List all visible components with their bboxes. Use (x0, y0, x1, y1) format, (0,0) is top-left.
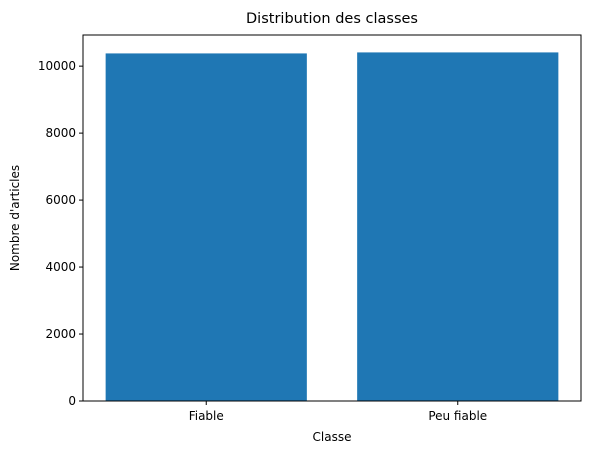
bars-layer (105, 52, 559, 401)
y-tick-label: 2000 (45, 327, 76, 341)
y-tick-label: 10000 (38, 59, 76, 73)
bar-fiable (105, 53, 307, 401)
y-tick-label: 0 (68, 394, 76, 408)
chart-title: Distribution des classes (246, 11, 418, 27)
x-axis-ticks: Fiable Peu fiable (189, 401, 487, 423)
bar-peu-fiable (357, 52, 559, 401)
y-axis-label: Nombre d'articles (8, 165, 22, 271)
y-tick-label: 8000 (45, 126, 76, 140)
x-axis-label: Classe (313, 430, 352, 444)
y-axis-ticks: 0 2000 4000 6000 8000 10000 (38, 59, 83, 408)
y-tick-label: 6000 (45, 193, 76, 207)
x-tick-label-fiable: Fiable (189, 409, 224, 423)
y-tick-label: 4000 (45, 260, 76, 274)
plot-area-frame (82, 34, 582, 402)
x-tick-label-peu-fiable: Peu fiable (428, 409, 487, 423)
